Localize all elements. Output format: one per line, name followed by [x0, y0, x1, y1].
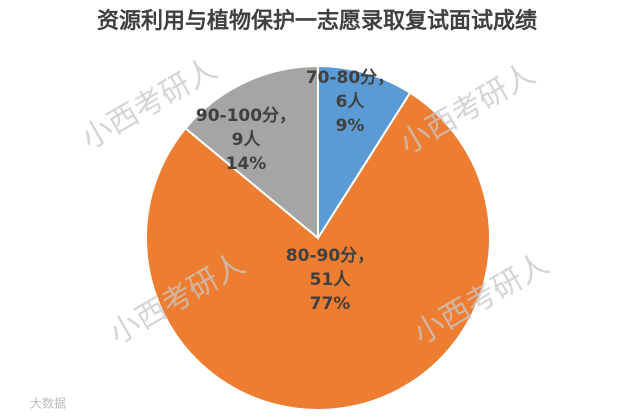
- data-label: 70-80分，: [306, 68, 394, 88]
- percent-label: 14%: [226, 154, 267, 174]
- pie-slice: [317, 64, 412, 242]
- count-label: 6人: [336, 92, 366, 112]
- data-label: 90-100分，: [196, 106, 296, 126]
- category-label: 80-90分: [286, 246, 357, 266]
- pie-slice: [184, 64, 319, 241]
- percent-label: 9%: [336, 116, 365, 136]
- separator: ，: [377, 68, 394, 88]
- separator: ，: [279, 106, 296, 126]
- category-label: 90-100分: [196, 106, 279, 126]
- logo: 大数据: [30, 396, 66, 411]
- data-label: 80-90分，: [286, 246, 374, 266]
- chart-title: 资源利用与植物保护一志愿录取复试面试成绩: [97, 8, 537, 34]
- pie-slice: [145, 91, 491, 411]
- category-label: 70-80分: [306, 68, 377, 88]
- percent-label: 77%: [310, 294, 351, 314]
- count-label: 51人: [310, 270, 352, 290]
- separator: ，: [357, 246, 374, 266]
- count-label: 9人: [232, 130, 262, 150]
